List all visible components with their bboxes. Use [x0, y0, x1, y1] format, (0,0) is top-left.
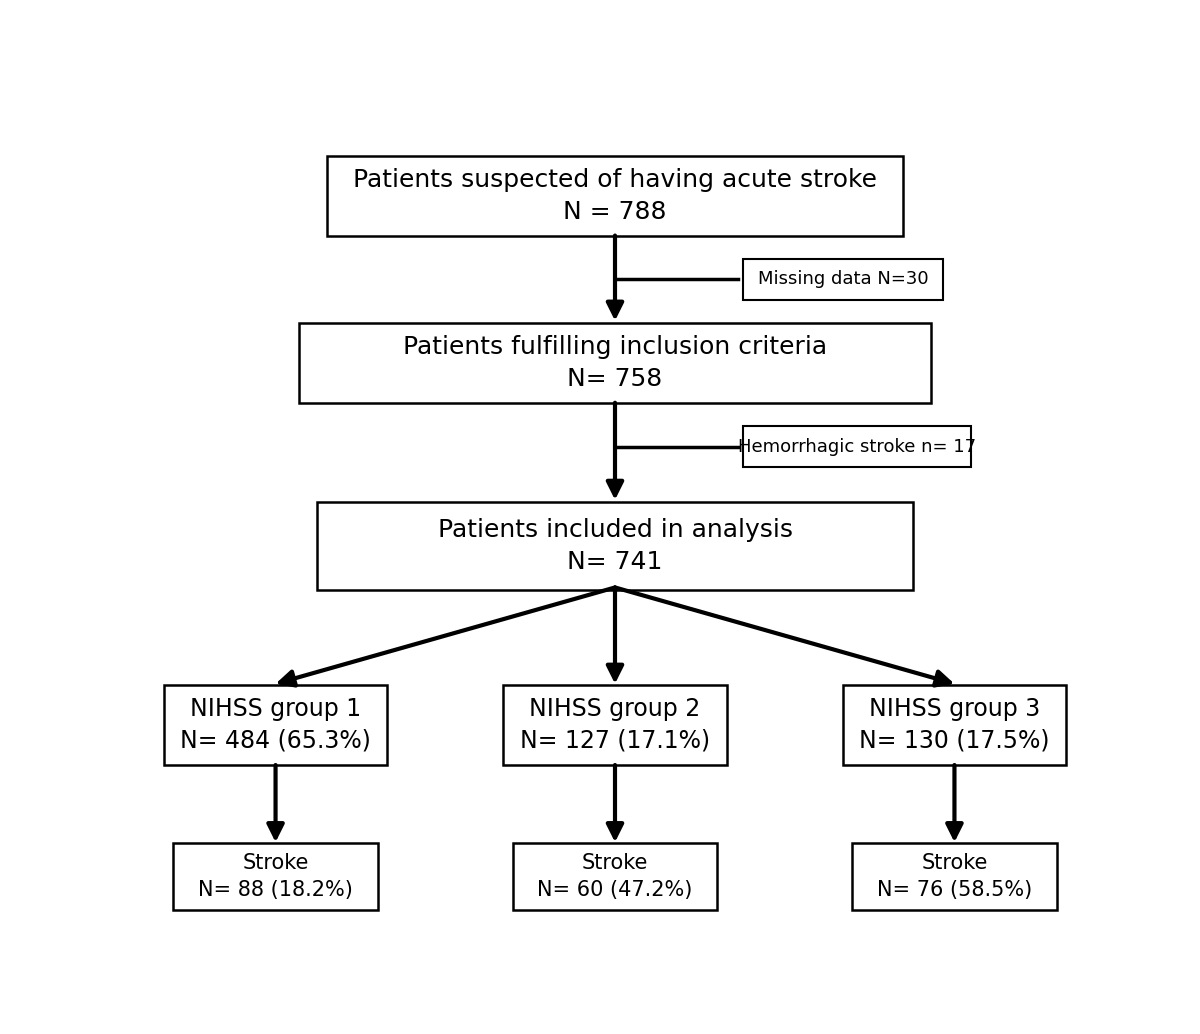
Text: Stroke
N= 60 (47.2%): Stroke N= 60 (47.2%)	[538, 853, 692, 900]
Text: Patients fulfilling inclusion criteria
N= 758: Patients fulfilling inclusion criteria N…	[403, 335, 827, 391]
FancyBboxPatch shape	[504, 686, 727, 765]
Text: Missing data N=30: Missing data N=30	[757, 270, 928, 288]
Text: Patients included in analysis
N= 741: Patients included in analysis N= 741	[438, 518, 792, 574]
FancyBboxPatch shape	[173, 843, 378, 910]
FancyBboxPatch shape	[164, 686, 388, 765]
FancyBboxPatch shape	[842, 686, 1066, 765]
Text: Hemorrhagic stroke n= 17: Hemorrhagic stroke n= 17	[738, 437, 976, 456]
FancyBboxPatch shape	[326, 156, 904, 236]
FancyBboxPatch shape	[743, 258, 943, 300]
Text: NIHSS group 3
N= 130 (17.5%): NIHSS group 3 N= 130 (17.5%)	[859, 697, 1050, 753]
Text: Stroke
N= 76 (58.5%): Stroke N= 76 (58.5%)	[877, 853, 1032, 900]
FancyBboxPatch shape	[299, 324, 931, 403]
FancyBboxPatch shape	[743, 426, 971, 467]
Text: Patients suspected of having acute stroke
N = 788: Patients suspected of having acute strok…	[353, 168, 877, 223]
Text: NIHSS group 1
N= 484 (65.3%): NIHSS group 1 N= 484 (65.3%)	[180, 697, 371, 753]
FancyBboxPatch shape	[512, 843, 718, 910]
Text: NIHSS group 2
N= 127 (17.1%): NIHSS group 2 N= 127 (17.1%)	[520, 697, 710, 753]
FancyBboxPatch shape	[317, 503, 913, 589]
Text: Stroke
N= 88 (18.2%): Stroke N= 88 (18.2%)	[198, 853, 353, 900]
FancyBboxPatch shape	[852, 843, 1057, 910]
